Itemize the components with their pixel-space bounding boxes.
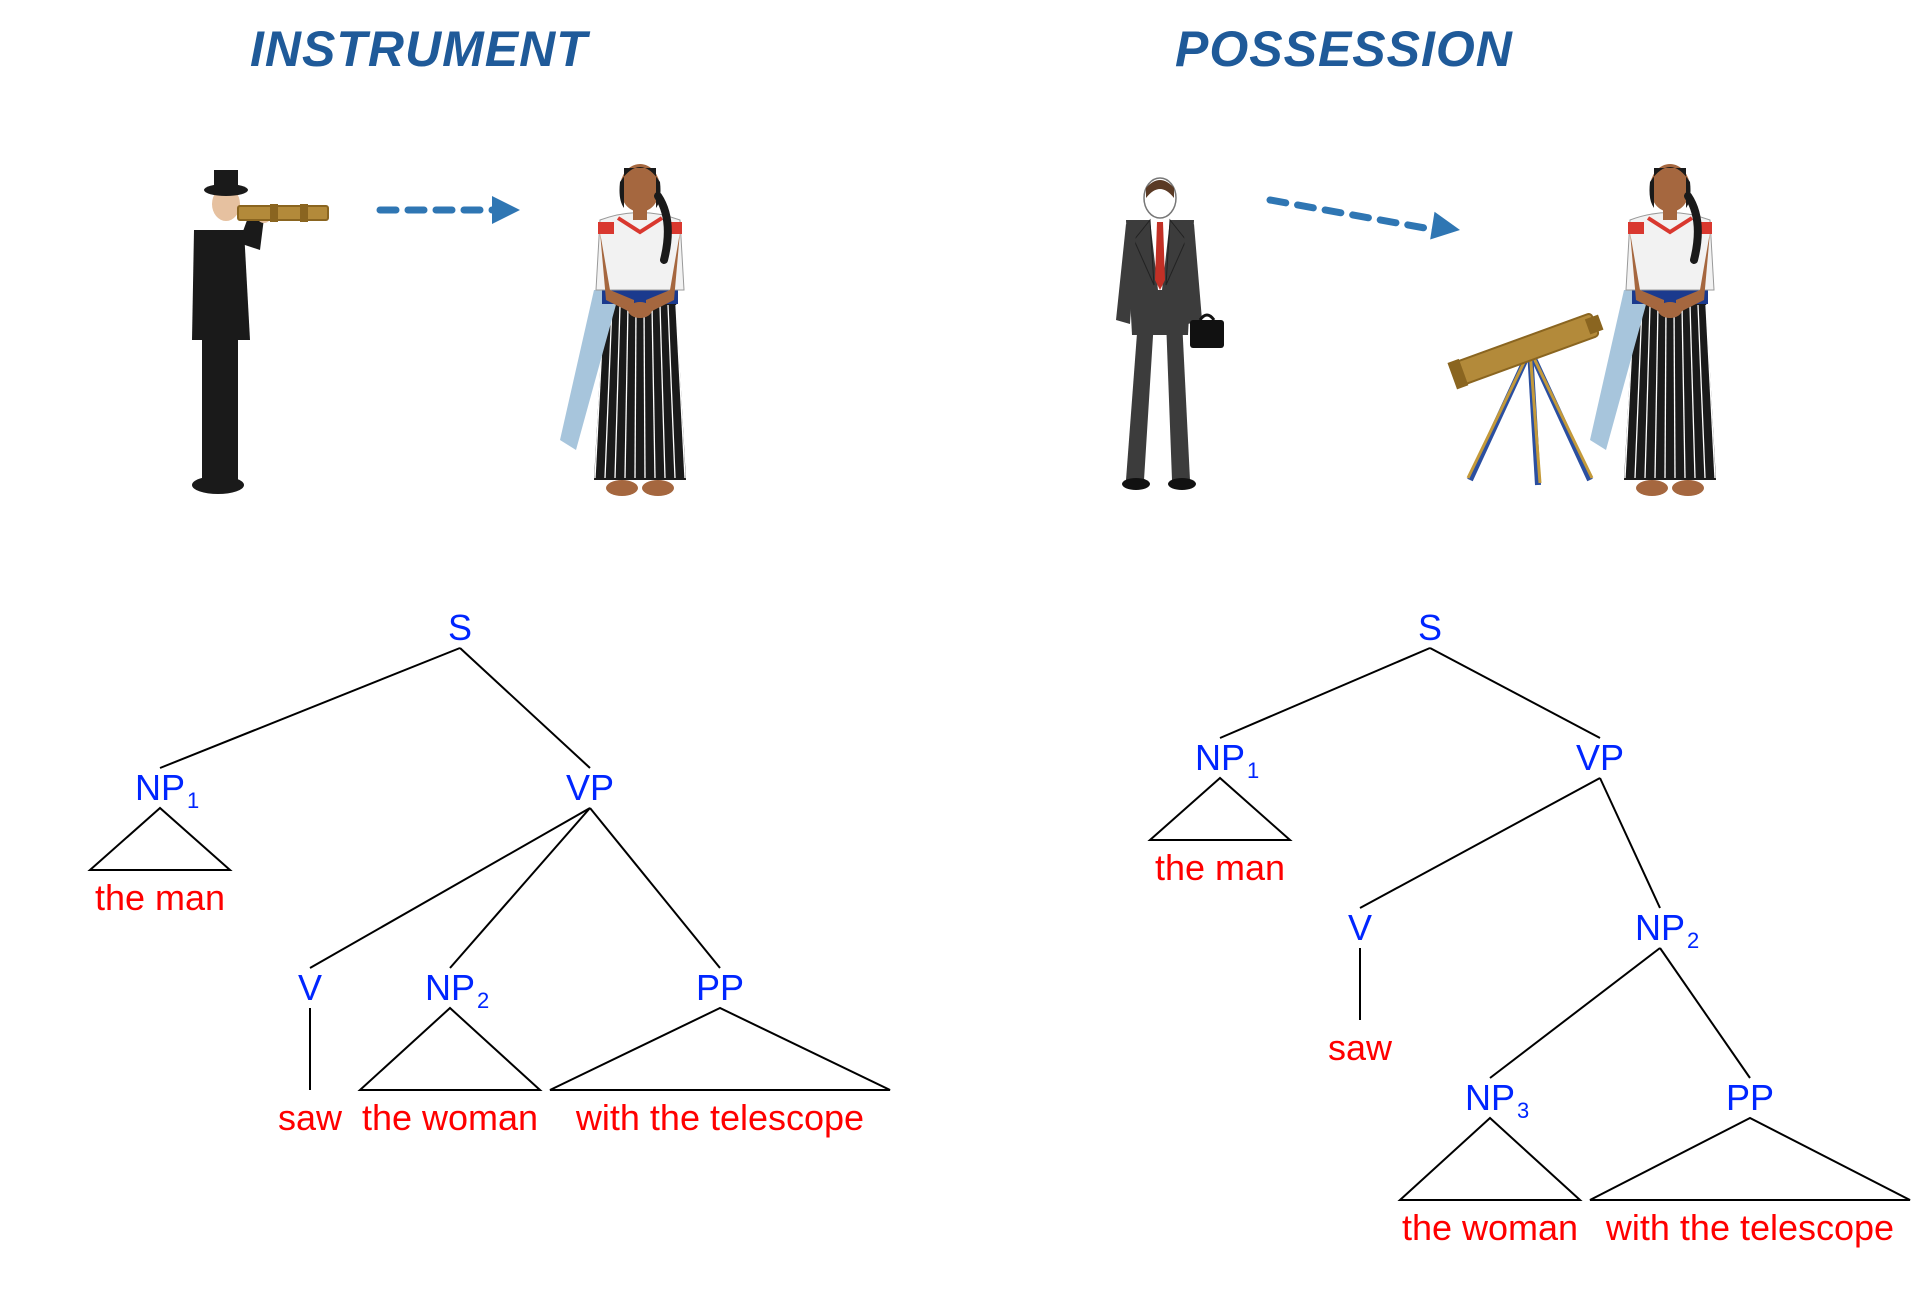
man-spyglass-icon — [192, 170, 328, 494]
tree-node-subscript: 1 — [187, 788, 199, 813]
illustration-possession — [1060, 170, 1780, 510]
diagram-canvas: INSTRUMENT POSSESSION SNP1VPVNP2PPthe ma… — [0, 0, 1931, 1314]
tree-leaf: saw — [278, 1097, 343, 1138]
tree-node-subscript: 3 — [1517, 1098, 1529, 1123]
tree-node: S — [448, 607, 472, 648]
tree-leaf: the man — [1155, 847, 1285, 888]
arrow-icon — [380, 196, 520, 224]
woman-icon — [1590, 164, 1716, 496]
tree-node: V — [298, 967, 322, 1008]
tree-node: PP — [696, 967, 744, 1008]
tree-node: NP — [1195, 737, 1245, 778]
tree-node: V — [1348, 907, 1372, 948]
tree-node: PP — [1726, 1077, 1774, 1118]
tree-node: VP — [566, 767, 614, 808]
tree-node: NP — [1635, 907, 1685, 948]
tree-leaf: saw — [1328, 1027, 1393, 1068]
tree-node: NP — [135, 767, 185, 808]
arrow-icon — [1270, 200, 1460, 239]
man-suit-icon — [1116, 178, 1224, 490]
parse-tree-instrument: SNP1VPVNP2PPthe manthe womanwith the tel… — [20, 600, 820, 1240]
tree-node: VP — [1576, 737, 1624, 778]
tree-leaf: the woman — [362, 1097, 538, 1138]
tree-node-subscript: 2 — [1687, 928, 1699, 953]
title-instrument: INSTRUMENT — [250, 20, 588, 78]
illustration-instrument — [100, 170, 800, 510]
tree-leaf: the woman — [1402, 1207, 1578, 1248]
parse-tree-possession: SNP1VPVNP2NP3PPthe manthe womanwith the … — [1060, 600, 1880, 1300]
tree-leaf: with the telescope — [1605, 1207, 1894, 1248]
tree-node-subscript: 1 — [1247, 758, 1259, 783]
tree-node-subscript: 2 — [477, 988, 489, 1013]
title-possession: POSSESSION — [1175, 20, 1513, 78]
tree-node: NP — [1465, 1077, 1515, 1118]
woman-icon — [560, 164, 686, 496]
tree-leaf: with the telescope — [575, 1097, 864, 1138]
telescope-icon — [1447, 309, 1605, 485]
tree-leaf: the man — [95, 877, 225, 918]
tree-node: NP — [425, 967, 475, 1008]
tree-node: S — [1418, 607, 1442, 648]
